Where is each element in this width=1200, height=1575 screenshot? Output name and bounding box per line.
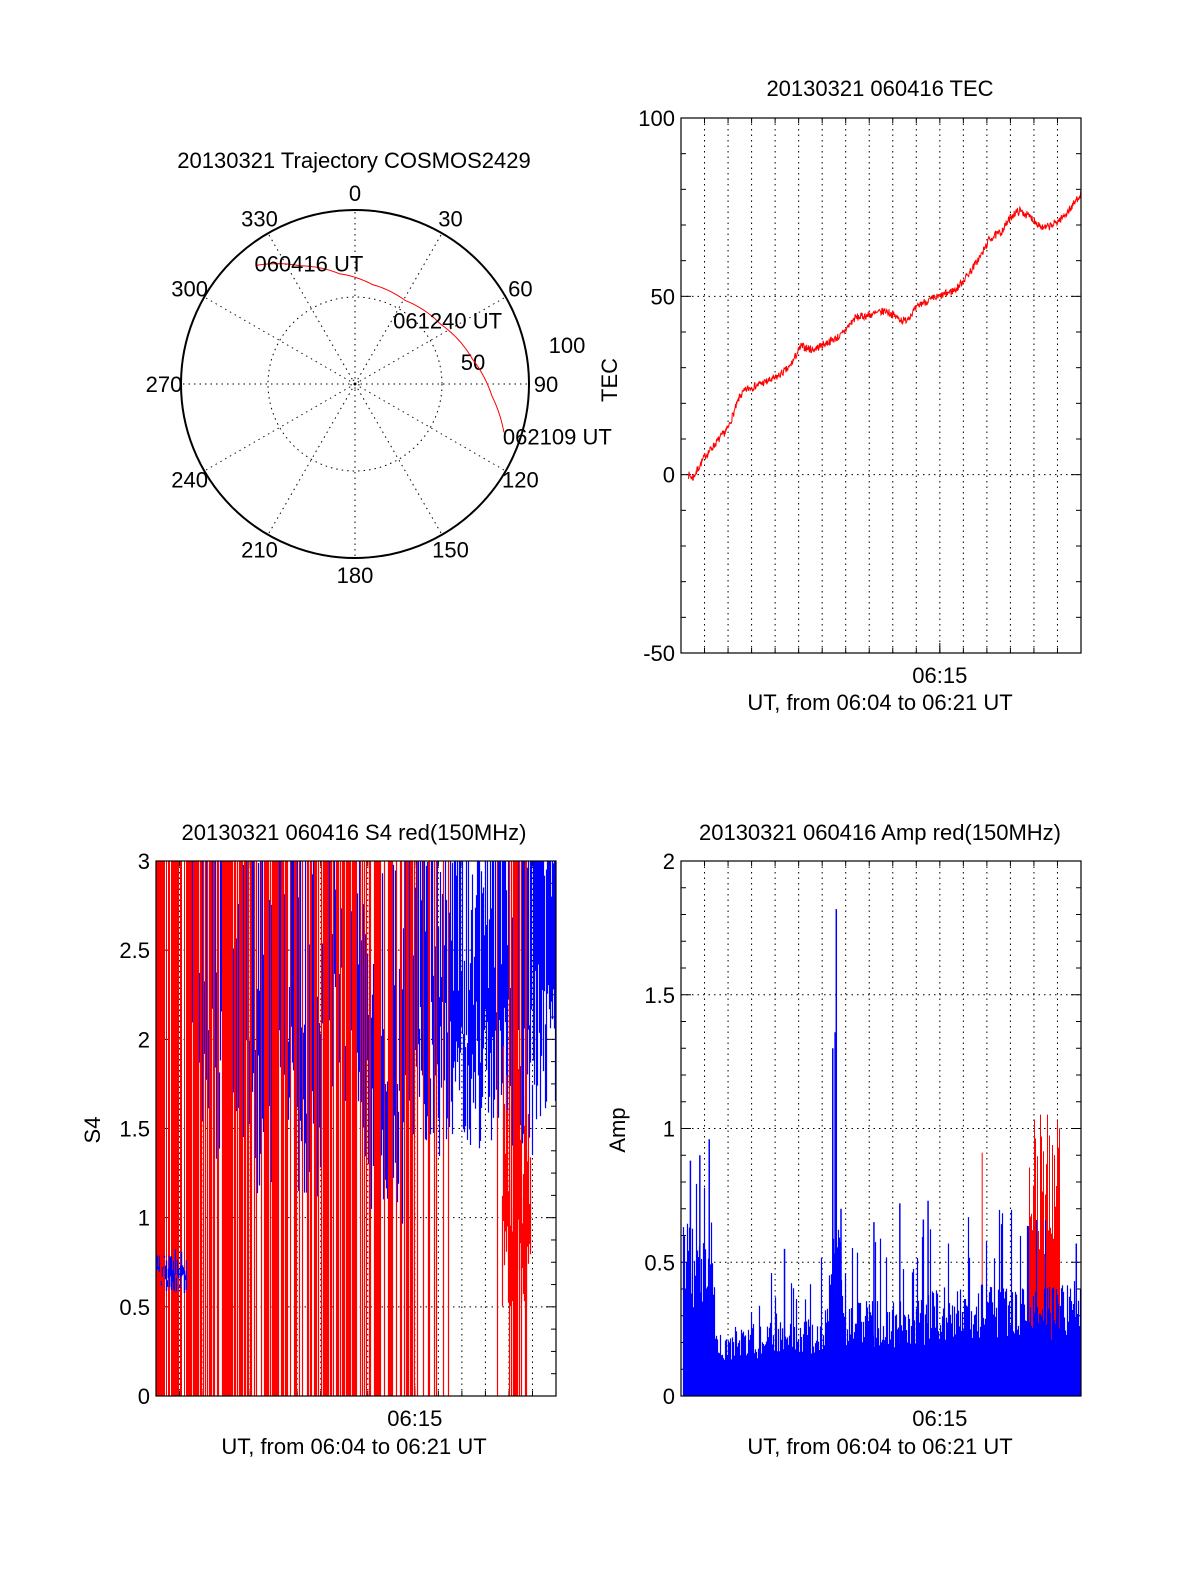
polar-radial-axis-label: TEC [597,358,622,402]
trajectory-time-label: 062109 UT [503,424,612,449]
y-tick-label: 100 [638,106,675,131]
y-tick-label: 1 [138,1206,150,1231]
amp-plot: 2 1.5 1 0.5 0 06:15 [644,849,1082,1431]
y-tick-label: 2 [138,1027,150,1052]
y-tick-label: 2 [663,849,675,874]
polar-angle-label: 300 [171,277,208,302]
polar-spoke [354,233,443,385]
polar-angle-label: 150 [432,537,469,562]
amp-xlabel: UT, from 06:04 to 06:21 UT [747,1434,1012,1459]
polar-spoke [267,233,356,385]
plot-frame [155,860,557,1397]
polar-angle-label: 60 [508,277,532,302]
plot-frame [680,860,1082,1397]
polar-angle-label: 270 [146,372,183,397]
polar-spoke [204,296,356,385]
plot-frame [680,117,1082,654]
polar-radial-label: 50 [461,350,485,375]
y-tick-label: 2.5 [119,938,150,963]
trajectory-line [255,263,505,433]
y-tick-label: 3 [138,849,150,874]
y-tick-label: -50 [643,641,675,666]
x-tick-label: 06:15 [912,1406,967,1431]
tec-xlabel: UT, from 06:04 to 06:21 UT [747,690,1012,715]
polar-spoke [354,383,506,472]
polar-angle-label: 0 [349,181,361,206]
polar-ring-50 [267,296,443,472]
polar-angle-label: 210 [241,537,278,562]
s4-xlabel: UT, from 06:04 to 06:21 UT [221,1434,486,1459]
y-tick-label: 1.5 [119,1117,150,1142]
amp-ylabel: Amp [605,1107,630,1152]
y-tick-label: 1.5 [644,983,675,1008]
tec-line [688,189,1082,481]
polar-spoke [204,383,356,472]
polar-trajectory-plot: 0 30 60 90 120 150 180 210 240 270 300 330 50 100 0604… [146,181,612,588]
polar-angle-label: 30 [438,207,462,232]
polar-angle-label: 330 [241,207,278,232]
x-tick-label: 06:15 [912,663,967,688]
y-tick-label: 50 [651,284,675,309]
polar-spoke [354,383,443,535]
polar-radial-label: 100 [549,333,586,358]
polar-angle-label: 120 [502,468,539,493]
tec-plot: 100 50 0 -50 06:15 [638,106,1082,688]
polar-outer-ring [180,209,530,559]
y-tick-label: 0 [663,1384,675,1409]
x-tick-label: 06:15 [387,1406,442,1431]
polar-title: 20130321 Trajectory COSMOS2429 [177,148,530,173]
polar-spoke [354,296,506,385]
s4-ylabel: S4 [80,1117,105,1144]
trajectory-time-label: 061240 UT [393,308,502,333]
y-tick-label: 0.5 [119,1295,150,1320]
polar-angle-label: 90 [534,372,558,397]
polar-spoke [267,383,356,535]
y-tick-label: 0.5 [644,1250,675,1275]
polar-center [350,379,360,389]
amp-title: 20130321 060416 Amp red(150MHz) [699,820,1061,845]
tec-title: 20130321 060416 TEC [766,76,993,101]
s4-title: 20130321 060416 S4 red(150MHz) [182,820,527,845]
y-tick-label: 0 [138,1384,150,1409]
polar-angle-label: 240 [171,468,208,493]
s4-plot: 3 2.5 2 1.5 1 0.5 0 06:15 [119,849,557,1431]
polar-angle-label: 180 [337,563,374,588]
trajectory-time-label: 060416 UT [254,251,363,276]
y-tick-label: 0 [663,463,675,488]
y-tick-label: 1 [663,1117,675,1142]
